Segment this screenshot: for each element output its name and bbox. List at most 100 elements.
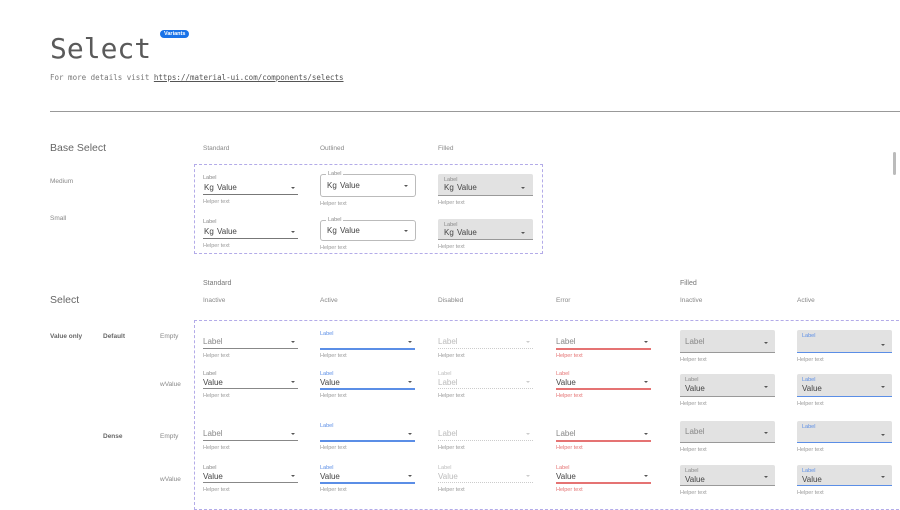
field-value: Value <box>556 378 576 387</box>
row-small: Small <box>50 215 67 222</box>
row-kind-label: wValue <box>160 476 181 483</box>
chevron-down-icon[interactable] <box>764 385 768 388</box>
chevron-down-icon[interactable] <box>764 475 768 478</box>
field-label: Label <box>444 222 458 228</box>
filled-active-select[interactable] <box>797 421 892 443</box>
error-select[interactable] <box>556 482 651 484</box>
helper-text: Helper text <box>320 201 347 207</box>
chevron-down-icon[interactable] <box>881 434 885 436</box>
field-label: Label <box>802 333 816 339</box>
helper-text: Helper text <box>680 447 707 453</box>
chevron-down-icon[interactable] <box>408 475 412 477</box>
helper-text: Helper text <box>203 487 230 493</box>
outlined-select[interactable] <box>320 174 416 197</box>
active-select[interactable] <box>320 482 415 484</box>
helper-text: Helper text <box>797 447 824 453</box>
inactive-select[interactable] <box>203 440 298 441</box>
chevron-down-icon[interactable] <box>408 381 412 383</box>
chevron-down-icon[interactable] <box>644 341 648 343</box>
inactive-select[interactable] <box>203 348 298 349</box>
helper-text: Helper text <box>438 487 465 493</box>
chevron-down-icon[interactable] <box>881 475 885 478</box>
standard-select[interactable] <box>203 238 298 239</box>
helper-text: Helper text <box>203 199 230 205</box>
active-select[interactable] <box>320 348 415 350</box>
field-label: Label <box>203 175 217 181</box>
chevron-down-icon[interactable] <box>291 341 295 343</box>
placeholder-label: Label <box>556 429 576 438</box>
value-prefix: Kg <box>444 228 454 237</box>
subtitle-text: For more details visit <box>50 73 154 82</box>
chevron-down-icon[interactable] <box>408 341 412 343</box>
filled-inactive-select[interactable] <box>680 465 775 486</box>
chevron-down-icon[interactable] <box>526 341 530 343</box>
chevron-down-icon[interactable] <box>526 475 530 477</box>
filled-active-select[interactable] <box>797 465 892 486</box>
outlined-select[interactable] <box>320 220 416 241</box>
field-label: Label <box>444 177 458 183</box>
chevron-down-icon[interactable] <box>291 231 295 233</box>
scrollbar[interactable] <box>893 152 896 175</box>
filled-select[interactable] <box>438 219 533 240</box>
value-prefix: Kg <box>327 225 337 235</box>
chevron-down-icon[interactable] <box>291 381 295 383</box>
field-label: Label <box>438 371 452 377</box>
helper-text: Helper text <box>797 401 824 407</box>
field-value: Value <box>802 384 822 393</box>
helper-text: Helper text <box>320 393 347 399</box>
placeholder-label: Label <box>438 429 458 438</box>
type-label: Value only <box>50 333 83 340</box>
col-header: Disabled <box>438 297 464 304</box>
active-select[interactable] <box>320 440 415 442</box>
standard-select[interactable] <box>203 194 298 195</box>
field-label: Label <box>802 468 816 474</box>
chevron-down-icon[interactable] <box>881 344 885 346</box>
filled-select[interactable] <box>438 174 533 196</box>
chevron-down-icon[interactable] <box>291 433 295 435</box>
inactive-select[interactable] <box>203 482 298 483</box>
chevron-down-icon[interactable] <box>404 229 408 232</box>
error-select[interactable] <box>556 348 651 350</box>
field-label: Label <box>438 465 452 471</box>
helper-text: Helper text <box>320 487 347 493</box>
inactive-select[interactable] <box>203 388 298 389</box>
disabled-select <box>438 388 533 389</box>
filled-inactive-select[interactable] <box>680 374 775 397</box>
filled-active-select[interactable] <box>797 330 892 353</box>
select-states-frame <box>194 320 900 510</box>
error-select[interactable] <box>556 388 651 390</box>
chevron-down-icon[interactable] <box>521 232 525 234</box>
size-label: Dense <box>103 433 123 440</box>
chevron-down-icon[interactable] <box>526 381 530 383</box>
chevron-down-icon[interactable] <box>526 433 530 435</box>
chevron-down-icon[interactable] <box>764 432 768 434</box>
chevron-down-icon[interactable] <box>644 381 648 383</box>
filled-active-select[interactable] <box>797 374 892 397</box>
filled-inactive-select[interactable] <box>680 330 775 353</box>
chevron-down-icon[interactable] <box>644 475 648 477</box>
group-standard: Standard <box>203 280 232 287</box>
active-select[interactable] <box>320 388 415 390</box>
field-value: Label <box>438 378 458 387</box>
chevron-down-icon[interactable] <box>644 433 648 435</box>
field-label: Label <box>556 465 570 471</box>
chevron-down-icon[interactable] <box>881 385 885 388</box>
field-value: Value <box>203 472 223 481</box>
error-select[interactable] <box>556 440 651 442</box>
chevron-down-icon[interactable] <box>521 187 525 189</box>
chevron-down-icon[interactable] <box>404 184 408 187</box>
docs-link[interactable]: https://material-ui.com/components/selec… <box>153 73 344 82</box>
chevron-down-icon[interactable] <box>291 187 295 189</box>
col-header: Inactive <box>203 297 226 304</box>
field-value: Value <box>438 472 458 481</box>
field-value: Value <box>685 475 705 484</box>
chevron-down-icon[interactable] <box>764 341 768 344</box>
chevron-down-icon[interactable] <box>408 433 412 435</box>
field-label: Label <box>326 171 344 177</box>
filled-inactive-select[interactable] <box>680 421 775 443</box>
helper-text: Helper text <box>680 357 707 363</box>
placeholder-label: Label <box>685 427 705 436</box>
chevron-down-icon[interactable] <box>291 475 295 477</box>
field-value: Value <box>457 228 477 237</box>
variants-badge[interactable]: Variants <box>160 30 190 38</box>
